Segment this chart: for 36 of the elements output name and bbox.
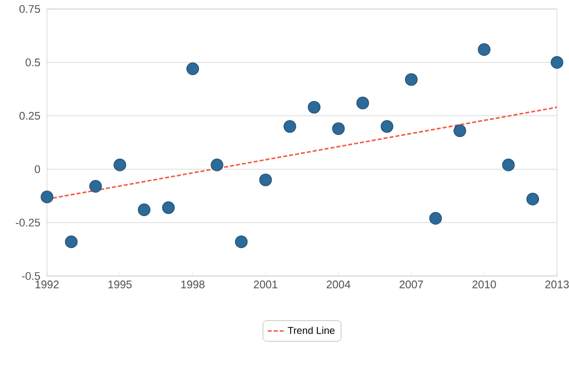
point: [478, 43, 490, 56]
x-tick-label: 1998: [181, 280, 204, 288]
point: [64, 236, 78, 248]
x-tick-label: 2007: [400, 280, 423, 288]
y-tick-label: -0.25: [16, 218, 40, 226]
point: [332, 122, 345, 135]
legend-label: Trend Line: [288, 326, 335, 334]
y-tick-label: 0.25: [19, 112, 40, 120]
point: [404, 73, 418, 86]
y-tick-label: -0.5: [22, 272, 40, 280]
point: [210, 158, 224, 172]
x-tick-label: 2010: [472, 280, 496, 288]
point: [380, 120, 394, 133]
y-tick-label: 0: [34, 165, 40, 174]
y-tick-label: 0.75: [19, 5, 40, 13]
point: [40, 190, 54, 204]
point: [502, 158, 515, 172]
x-tick-label: 2001: [254, 280, 278, 288]
y-tick-label: 0.5: [26, 58, 40, 66]
point: [186, 62, 200, 76]
point: [114, 158, 126, 172]
point: [526, 192, 540, 206]
point: [259, 174, 272, 186]
point: [138, 203, 150, 216]
x-tick-label: 1995: [108, 280, 132, 288]
point: [89, 180, 102, 193]
x-tick-label: 2013: [545, 280, 569, 288]
point: [454, 124, 466, 138]
x-tick-label: 1992: [36, 280, 59, 288]
point: [429, 212, 442, 225]
point: [308, 100, 320, 114]
x-tick-label: 2004: [326, 280, 350, 288]
point: [284, 120, 296, 133]
point: [234, 236, 248, 248]
point: [162, 201, 175, 214]
point: [356, 96, 370, 110]
